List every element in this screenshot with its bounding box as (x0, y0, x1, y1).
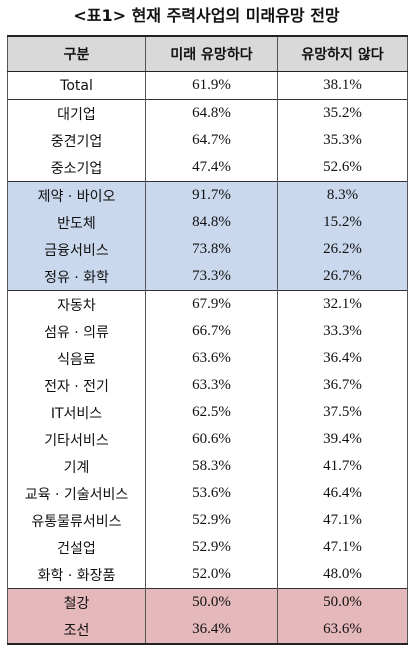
row-label: 유통물류서비스 (7, 507, 146, 534)
promising-value: 73.8% (145, 236, 278, 263)
promising-value: 91.7% (145, 181, 278, 209)
not-promising-value: 33.3% (277, 318, 408, 345)
table-row: 전자 · 전기 63.3% 36.7% (7, 372, 408, 399)
not-promising-value: 38.1% (277, 71, 408, 100)
table-row: 반도체 84.8% 15.2% (7, 209, 408, 236)
row-label: 섬유 · 의류 (7, 318, 146, 345)
promising-value: 50.0% (145, 588, 278, 616)
not-promising-value: 46.4% (277, 480, 408, 507)
promising-value: 64.8% (145, 99, 278, 127)
not-promising-value: 15.2% (277, 209, 408, 236)
row-label: 교육 · 기술서비스 (7, 480, 146, 507)
not-promising-value: 26.7% (277, 263, 408, 291)
header-category: 구분 (7, 35, 146, 72)
row-label: 조선 (7, 616, 146, 645)
promising-value: 73.3% (145, 263, 278, 291)
table-row: 교육 · 기술서비스 53.6% 46.4% (7, 480, 408, 507)
table-row: 중견기업 64.7% 35.3% (7, 127, 408, 154)
table-row: 섬유 · 의류 66.7% 33.3% (7, 318, 408, 345)
promising-value: 52.9% (145, 507, 278, 534)
row-label: 화학 · 화장품 (7, 561, 146, 589)
table-row: 자동차 67.9% 32.1% (7, 290, 408, 318)
not-promising-value: 50.0% (277, 588, 408, 616)
promising-value: 52.9% (145, 534, 278, 561)
promising-value: 58.3% (145, 453, 278, 480)
table-row: 건설업 52.9% 47.1% (7, 534, 408, 561)
not-promising-value: 8.3% (277, 181, 408, 209)
not-promising-value: 48.0% (277, 561, 408, 589)
table-row: IT서비스 62.5% 37.5% (7, 399, 408, 426)
not-promising-value: 37.5% (277, 399, 408, 426)
table-row: 화학 · 화장품 52.0% 48.0% (7, 561, 408, 589)
table-row: 식음료 63.6% 36.4% (7, 345, 408, 372)
not-promising-value: 26.2% (277, 236, 408, 263)
table-row: 철강 50.0% 50.0% (7, 588, 408, 616)
promising-value: 63.3% (145, 372, 278, 399)
row-label: 중소기업 (7, 154, 146, 182)
not-promising-value: 39.4% (277, 426, 408, 453)
promising-value: 64.7% (145, 127, 278, 154)
table-row: 대기업 64.8% 35.2% (7, 99, 408, 127)
table-row: 유통물류서비스 52.9% 47.1% (7, 507, 408, 534)
table-row: Total 61.9% 38.1% (7, 71, 408, 100)
row-label: 건설업 (7, 534, 146, 561)
row-label: 자동차 (7, 290, 146, 318)
not-promising-value: 36.4% (277, 345, 408, 372)
not-promising-value: 47.1% (277, 507, 408, 534)
row-label: Total (7, 71, 146, 100)
table-row: 금융서비스 73.8% 26.2% (7, 236, 408, 263)
table-row: 기계 58.3% 41.7% (7, 453, 408, 480)
not-promising-value: 41.7% (277, 453, 408, 480)
row-label: 금융서비스 (7, 236, 146, 263)
promising-value: 36.4% (145, 616, 278, 645)
not-promising-value: 36.7% (277, 372, 408, 399)
table-row: 제약 · 바이오 91.7% 8.3% (7, 181, 408, 209)
promising-value: 62.5% (145, 399, 278, 426)
not-promising-value: 32.1% (277, 290, 408, 318)
row-label: 기타서비스 (7, 426, 146, 453)
not-promising-value: 35.2% (277, 99, 408, 127)
row-label: 제약 · 바이오 (7, 181, 146, 209)
row-label: 기계 (7, 453, 146, 480)
table-title: <표1> 현재 주력사업의 미래유망 전망 (73, 6, 340, 25)
prospect-table: 구분 미래 유망하다 유망하지 않다 Total 61.9% 38.1% 대기업 64… (7, 35, 408, 645)
promising-value: 61.9% (145, 71, 278, 100)
promising-value: 53.6% (145, 480, 278, 507)
promising-value: 66.7% (145, 318, 278, 345)
not-promising-value: 63.6% (277, 616, 408, 645)
table-row: 기타서비스 60.6% 39.4% (7, 426, 408, 453)
row-label: 반도체 (7, 209, 146, 236)
promising-value: 60.6% (145, 426, 278, 453)
row-label: IT서비스 (7, 399, 146, 426)
row-label: 중견기업 (7, 127, 146, 154)
promising-value: 52.0% (145, 561, 278, 589)
table-row: 정유 · 화학 73.3% 26.7% (7, 263, 408, 291)
header-promising: 미래 유망하다 (145, 35, 278, 72)
row-label: 철강 (7, 588, 146, 616)
row-label: 식음료 (7, 345, 146, 372)
row-label: 전자 · 전기 (7, 372, 146, 399)
promising-value: 84.8% (145, 209, 278, 236)
row-label: 대기업 (7, 99, 146, 127)
row-label: 정유 · 화학 (7, 263, 146, 291)
promising-value: 47.4% (145, 154, 278, 182)
table-row: 중소기업 47.4% 52.6% (7, 154, 408, 182)
table-row: 조선 36.4% 63.6% (7, 616, 408, 645)
not-promising-value: 47.1% (277, 534, 408, 561)
header-row: 구분 미래 유망하다 유망하지 않다 (7, 35, 408, 72)
header-not-promising: 유망하지 않다 (277, 35, 408, 72)
not-promising-value: 52.6% (277, 154, 408, 182)
promising-value: 63.6% (145, 345, 278, 372)
promising-value: 67.9% (145, 290, 278, 318)
not-promising-value: 35.3% (277, 127, 408, 154)
